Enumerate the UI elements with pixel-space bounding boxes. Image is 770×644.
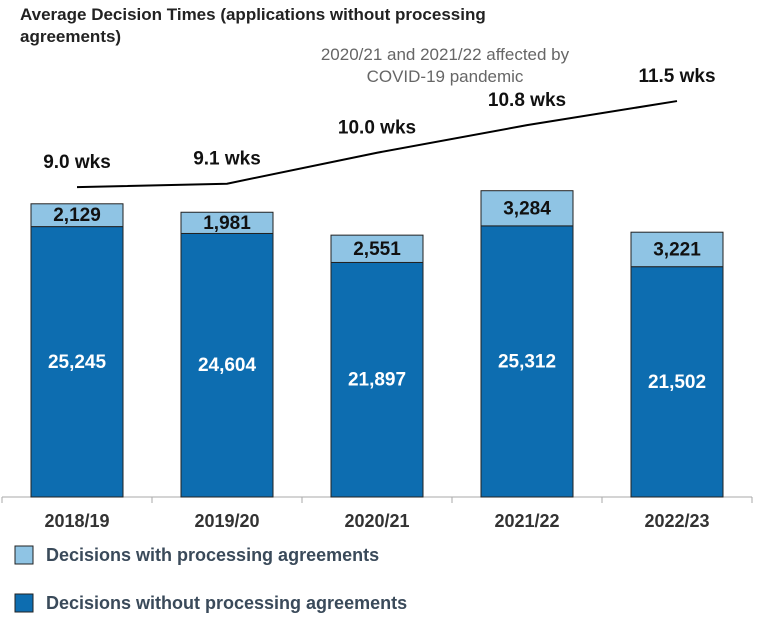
bar-segment [480,190,574,227]
line [76,100,678,189]
data-label: 3,221 [653,239,701,260]
legend-swatch [14,593,34,613]
data-label: 25,312 [498,351,556,372]
legend-label: Decisions with processing agreements [46,545,379,565]
bar-segment [30,203,124,228]
x-tick-label: 2018/19 [44,511,109,531]
bar-segment [630,231,724,268]
data-label: 21,897 [348,370,406,391]
bar-segment [180,211,274,234]
bar-segment [630,266,724,498]
data-label: 24,604 [198,355,257,376]
annotation: 2020/21 and 2021/22 affected by COVID-19… [320,45,570,86]
line-label: 9.1 wks [193,149,261,170]
x-tick-label: 2022/23 [644,511,709,531]
chart-title: Average Decision Times (applications wit… [20,5,486,46]
line-label: 10.0 wks [338,118,416,139]
data-label: 3,284 [503,198,551,219]
line-label: 11.5 wks [638,66,715,87]
data-label: 2,551 [353,239,401,260]
x-tick-label: 2020/21 [344,511,409,531]
data-label: 2,129 [53,205,101,226]
line-label: 9.0 wks [43,152,111,173]
data-label: 1,981 [203,213,251,234]
data-label: 25,245 [48,352,107,373]
legend-label: Decisions without processing agreements [46,593,407,613]
line-label: 10.8 wks [488,90,566,111]
x-tick-label: 2021/22 [494,511,559,531]
data-label: 21,502 [648,372,706,393]
bar-segment [330,234,424,263]
legend-swatch [14,545,34,565]
x-tick-label: 2019/20 [194,511,259,531]
